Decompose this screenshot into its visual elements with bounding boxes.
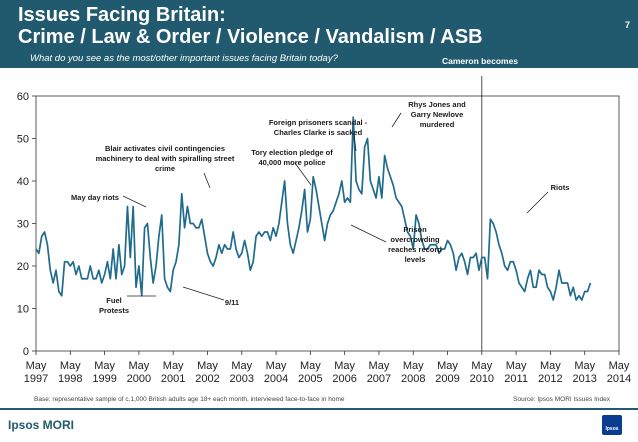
y-tick-label: 50	[17, 134, 29, 146]
annotation-text: Prison	[403, 225, 427, 234]
y-tick-label: 30	[17, 219, 29, 231]
x-tick-year: 2013	[572, 373, 596, 385]
annotation-text: Fuel	[106, 296, 121, 305]
subtitle: What do you see as the most/other import…	[30, 53, 338, 64]
x-tick-month: May	[403, 360, 424, 372]
series-line	[35, 116, 592, 301]
header-band	[0, 0, 638, 68]
page-title-line-1: Issues Facing Britain:	[18, 4, 226, 26]
x-tick-month: May	[334, 360, 355, 372]
x-tick-year: 2006	[332, 373, 356, 385]
annotation-text: levels	[405, 255, 426, 264]
annotation-line: PM	[473, 69, 487, 79]
x-tick-year: 2014	[607, 373, 631, 385]
x-tick-year: 2011	[504, 373, 528, 385]
x-tick-year: 2010	[470, 373, 494, 385]
x-tick-year: 2007	[367, 373, 391, 385]
x-tick-month: May	[437, 360, 458, 372]
x-tick-month: May	[540, 360, 561, 372]
y-axis-ticks: 0 10 20 30 40 50 60	[17, 91, 36, 358]
annotation-cameron-becomes-pm: Cameron becomes PM	[430, 55, 530, 81]
annotation-text: Charles Clarke is sacked	[274, 128, 363, 137]
annotation-leader-line	[526, 191, 549, 214]
x-tick-year: 1997	[24, 373, 48, 385]
annotation-text: Rhys Jones and	[408, 100, 466, 109]
annotation-text: May day riots	[71, 193, 119, 202]
x-tick-year: 1998	[58, 373, 82, 385]
ipsos-logo: Ipsos	[602, 415, 622, 435]
brand-name: Ipsos MORI	[8, 418, 75, 432]
x-tick-month: May	[197, 360, 218, 372]
annotation-text: Blair activates civil contingencies	[105, 144, 225, 153]
y-tick-label: 20	[17, 261, 29, 273]
x-tick-month: May	[26, 360, 47, 372]
x-tick-year: 2004	[264, 373, 288, 385]
x-tick-year: 2002	[195, 373, 219, 385]
annotation-leader-line	[350, 224, 387, 243]
x-tick-year: 2005	[298, 373, 322, 385]
annotation-text: overcrowding	[390, 235, 440, 244]
y-tick-label: 0	[23, 346, 29, 358]
x-tick-month: May	[231, 360, 252, 372]
x-tick-month: May	[128, 360, 149, 372]
x-tick-month: May	[163, 360, 184, 372]
annotation-leader-line	[294, 162, 312, 186]
x-tick-year: 2003	[230, 373, 254, 385]
x-tick-month: May	[506, 360, 527, 372]
annotation-text: murdered	[420, 120, 455, 129]
x-tick-year: 2009	[435, 373, 459, 385]
annotation-text: Tory election pledge of	[251, 148, 333, 157]
annotation-leader-line	[203, 172, 211, 189]
annotation-text: Protests	[99, 306, 129, 315]
y-tick-label: 40	[17, 176, 29, 188]
x-tick-year: 2001	[161, 373, 185, 385]
page-number: 7	[624, 20, 630, 30]
source-note: Source: Ipsos MORI Issues Index	[513, 396, 610, 403]
annotation-text: Foreign prisoners scandal -	[269, 118, 368, 127]
annotation-text: Garry Newlove	[411, 110, 464, 119]
annotation-text: Riots	[551, 183, 570, 192]
annotation-text: 40,000 more police	[258, 158, 325, 167]
x-tick-month: May	[609, 360, 630, 372]
x-tick-month: May	[471, 360, 492, 372]
x-tick-month: May	[300, 360, 321, 372]
annotation-text: crime	[155, 164, 175, 173]
logo-text: Ipsos	[605, 426, 619, 432]
annotation-leader-line	[182, 286, 225, 301]
annotation-text: 9/11	[225, 298, 239, 307]
x-tick-month: May	[574, 360, 595, 372]
footer-divider	[0, 408, 638, 410]
annotation-leader-line	[122, 195, 147, 208]
x-tick-month: May	[266, 360, 287, 372]
x-tick-month: May	[369, 360, 390, 372]
annotation-leader-line	[353, 133, 357, 152]
annotation-line: Cameron becomes	[441, 56, 519, 66]
x-tick-month: May	[94, 360, 115, 372]
y-tick-label: 10	[17, 304, 29, 316]
x-tick-year: 1999	[92, 373, 116, 385]
annotation-text: machinery to deal with spiralling street	[96, 154, 235, 163]
page-title-line-2: Crime / Law & Order / Violence / Vandali…	[18, 26, 483, 48]
x-axis-ticks: May1997May1998May1999May2000May2001May20…	[24, 351, 631, 385]
base-note: Base: representative sample of c.1,000 B…	[34, 396, 345, 403]
x-tick-year: 2012	[538, 373, 562, 385]
annotation-leader-line	[391, 112, 402, 128]
y-tick-label: 60	[17, 91, 29, 103]
annotation-text: reaches record	[388, 245, 442, 254]
x-tick-year: 2008	[401, 373, 425, 385]
x-tick-year: 2000	[127, 373, 151, 385]
series-group	[35, 116, 592, 301]
x-tick-month: May	[60, 360, 81, 372]
